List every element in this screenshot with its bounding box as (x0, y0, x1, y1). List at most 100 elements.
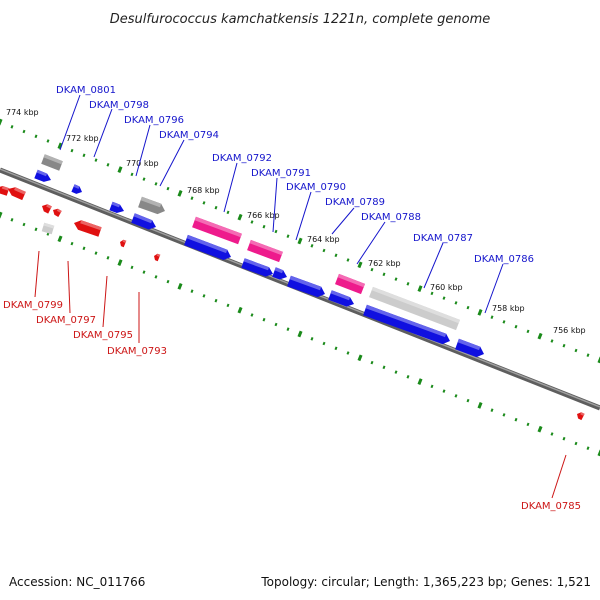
lower-track-tick (0, 211, 3, 219)
scale-label-774: 774 kbp (6, 108, 39, 117)
lower-track-tick (514, 417, 518, 422)
upper-track-tick (430, 291, 434, 296)
callout-line-dkam-0786 (484, 263, 504, 314)
gene-feature-forward-e-highlight (186, 234, 228, 254)
lower-track-tick (310, 337, 314, 341)
scale-label-766: 766 kbp (247, 211, 280, 220)
upper-track-tick (597, 356, 600, 364)
lower-track-tick (454, 394, 458, 398)
upper-track-tick (177, 190, 183, 197)
map-title: Desulfurococcus kamchatkensis 1221n, com… (110, 12, 491, 27)
lower-track-tick (177, 283, 183, 290)
upper-track-tick (237, 213, 243, 221)
upper-track-tick (562, 343, 566, 348)
callout-line-dkam-0792 (223, 162, 238, 213)
gene-label-dkam-0794: DKAM_0794 (159, 130, 219, 141)
lower-track-tick (382, 365, 386, 370)
gene-label-dkam-0785: DKAM_0785 (521, 501, 581, 512)
upper-track-tick (286, 234, 290, 238)
lower-track-tick (346, 351, 350, 355)
gene-feature-forward-f-highlight (243, 258, 270, 271)
gene-feature-forward-b-highlight (73, 184, 80, 189)
upper-track-tick (46, 139, 50, 143)
lower-track-tick (466, 398, 470, 403)
lower-track-tick (477, 402, 483, 409)
lower-track-tick (34, 227, 38, 232)
callout-line-dkam-0785 (551, 454, 567, 499)
lower-track-tick (394, 370, 398, 374)
gene-feature-forward-h-highlight (289, 275, 322, 291)
scale-label-772: 772 kbp (66, 134, 99, 143)
upper-track-tick (477, 309, 483, 316)
gene-feature-forward-g-highlight (274, 267, 284, 274)
callout-line-dkam-0795 (102, 275, 108, 328)
lower-track-tick (154, 275, 158, 279)
upper-track-tick (334, 253, 338, 258)
gene-feature-reverse-b-highlight (46, 204, 52, 209)
gene-features (0, 154, 585, 421)
lower-track-tick (166, 279, 170, 284)
lower-track-tick (70, 241, 74, 246)
lower-track-tick (57, 235, 63, 243)
gene-label-dkam-0799: DKAM_0799 (3, 300, 63, 311)
upper-track-tick (214, 205, 218, 210)
callout-line-dkam-0790 (295, 191, 312, 241)
gene-label-dkam-0798: DKAM_0798 (89, 100, 149, 111)
lower-track-tick (237, 306, 243, 314)
upper-track-tick (417, 285, 423, 292)
gene-label-dkam-0788: DKAM_0788 (361, 212, 421, 223)
upper-track-tick (22, 129, 26, 134)
gene-label-dkam-0796: DKAM_0796 (124, 115, 184, 126)
upper-track-tick (382, 272, 386, 277)
lower-track-tick (94, 251, 98, 255)
upper-track-tick (94, 158, 98, 162)
upper-track-tick (70, 148, 74, 153)
gene-feature-reverse-g-highlight (580, 412, 585, 416)
gene-feature-pseudo-a-highlight (194, 216, 242, 238)
upper-track-tick (406, 282, 410, 286)
upper-track-tick (454, 301, 458, 305)
callout-line-dkam-0787 (423, 242, 444, 289)
gene-feature-forward-a (34, 169, 51, 182)
lower-track-tick (262, 317, 266, 322)
upper-track-tick (57, 142, 63, 150)
lower-track-tick (442, 389, 446, 393)
gene-label-dkam-0790: DKAM_0790 (286, 182, 346, 193)
gene-label-dkam-0801: DKAM_0801 (56, 85, 116, 96)
lower-track-tick (297, 330, 303, 338)
scale-label-762: 762 kbp (368, 259, 401, 268)
lower-tick-track (0, 211, 600, 457)
upper-track-tick (142, 177, 146, 181)
upper-track-tick (82, 153, 86, 158)
gene-feature-reverse-d-highlight (80, 220, 102, 231)
upper-track-tick (226, 210, 230, 215)
forward-callout-lines (59, 94, 504, 314)
lower-track-tick (406, 375, 410, 379)
upper-track-tick (357, 261, 363, 269)
scale-label-764: 764 kbp (307, 235, 340, 244)
lower-track-tick (586, 446, 590, 450)
scale-labels: 774 kbp 772 kbp 770 kbp 768 kbp 766 kbp … (6, 108, 586, 335)
upper-track-tick (537, 332, 543, 340)
gene-feature-forward-j-highlight (365, 304, 447, 338)
callout-line-dkam-0799 (34, 250, 40, 298)
lower-track-tick (22, 222, 26, 227)
upper-track-tick (190, 196, 194, 200)
reverse-gene-labels: DKAM_0799 DKAM_0797 DKAM_0795 DKAM_0793 … (3, 300, 581, 512)
lower-track-tick (526, 422, 530, 427)
gene-feature-reverse-e-highlight (122, 239, 127, 243)
upper-track-tick (514, 324, 518, 329)
lower-track-tick (430, 384, 434, 389)
lower-track-tick (10, 218, 14, 222)
lower-track-tick (417, 378, 423, 385)
scale-label-758: 758 kbp (492, 304, 525, 313)
callout-line-dkam-0788 (356, 221, 386, 265)
callout-line-dkam-0798 (93, 108, 113, 158)
scale-label-756: 756 kbp (553, 326, 586, 335)
upper-track-tick (490, 315, 494, 319)
upper-track-tick (10, 125, 14, 129)
lower-track-tick (202, 294, 206, 298)
upper-track-tick (166, 186, 170, 191)
lower-track-tick (286, 327, 290, 331)
upper-track-tick (346, 258, 350, 262)
